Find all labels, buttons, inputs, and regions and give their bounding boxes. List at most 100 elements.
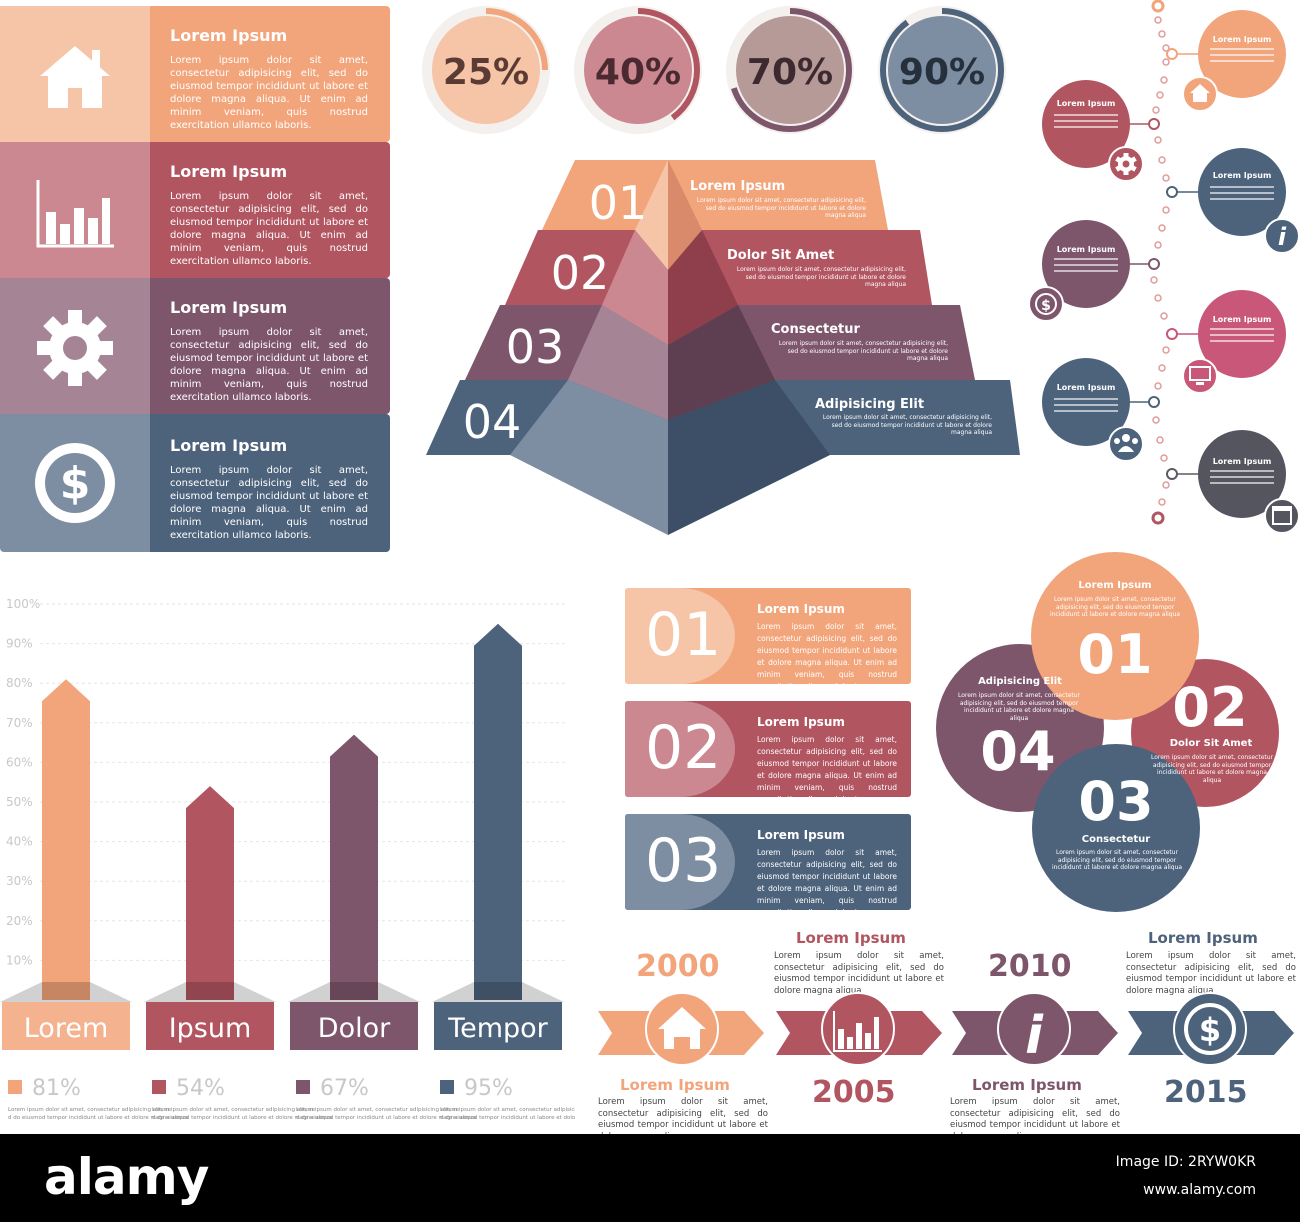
y-tick-label: 60% bbox=[6, 755, 33, 769]
box-text: Lorem ipsum dolor sit amet, consectetur … bbox=[757, 848, 897, 910]
year-2015-label: 2015 bbox=[1164, 1075, 1248, 1110]
legend-caption: d do eiusmod tempor incididunt ut labore… bbox=[440, 1115, 575, 1121]
legend-caption: Lorem ipsum dolor sit amet, consectetur … bbox=[8, 1107, 172, 1113]
year-2000-title: Lorem Ipsum bbox=[620, 1076, 730, 1094]
y-tick-label: 10% bbox=[6, 953, 33, 967]
year-2005-label: 2005 bbox=[812, 1075, 896, 1110]
legend-swatch bbox=[8, 1080, 22, 1094]
timeline-title: Lorem Ipsum bbox=[1213, 35, 1272, 44]
bar-chart-icon bbox=[833, 1011, 882, 1052]
arrow-bar bbox=[330, 734, 378, 1000]
venn-text-4: Lorem ipsum dolor sit amet, consectetur … bbox=[957, 692, 1081, 722]
banner-text: Lorem ipsum dolor sit amet, consectetur … bbox=[170, 191, 368, 267]
box-title: Lorem Ipsum bbox=[757, 715, 845, 729]
arrow-bar bbox=[474, 623, 522, 1000]
pyramid-text-3: Lorem ipsum dolor sit amet, consectetur … bbox=[778, 340, 948, 362]
y-tick-label: 70% bbox=[6, 716, 33, 730]
y-tick-label: 100% bbox=[6, 597, 40, 611]
timeline-title: Lorem Ipsum bbox=[1057, 99, 1116, 108]
year-2015-title: Lorem Ipsum bbox=[1148, 929, 1258, 947]
value-label: 81% bbox=[32, 1076, 81, 1101]
timeline-title: Lorem Ipsum bbox=[1213, 457, 1272, 466]
year-2010-badge: i bbox=[952, 992, 1118, 1066]
pyramid-number: 01 bbox=[589, 176, 648, 230]
house-icon bbox=[658, 1007, 706, 1049]
venn-title: Dolor Sit Amet bbox=[1170, 738, 1253, 749]
dollar-icon: $ bbox=[35, 443, 115, 523]
legend-caption: d do eiusmod tempor incididunt ut labore… bbox=[8, 1115, 188, 1121]
pyramid-text-4: Lorem ipsum dolor sit amet, consectetur … bbox=[822, 414, 992, 436]
bar-fold-shadow bbox=[288, 982, 420, 1002]
banner-text: Lorem ipsum dolor sit amet, consectetur … bbox=[170, 55, 368, 131]
percent-label: 25% bbox=[443, 52, 529, 93]
pyramid-text-1: Lorem ipsum dolor sit amet, consectetur … bbox=[696, 197, 866, 219]
box-text: Lorem ipsum dolor sit amet, consectetur … bbox=[757, 735, 897, 797]
percent-circles: 25% 40% 70% 90% bbox=[422, 6, 1006, 134]
venn-circle-01 bbox=[1031, 552, 1199, 720]
bar-fold-shadow bbox=[432, 982, 564, 1002]
banner-title: Lorem Ipsum bbox=[170, 26, 288, 45]
value-label: 67% bbox=[320, 1076, 369, 1101]
box-number: 03 bbox=[645, 826, 722, 896]
house-icon bbox=[40, 46, 110, 108]
banner-title: Lorem Ipsum bbox=[170, 298, 288, 317]
year-2010-label: 2010 bbox=[988, 949, 1072, 984]
category-ribbon-fill bbox=[2, 1002, 130, 1050]
year-2015-badge: $ bbox=[1128, 992, 1294, 1066]
bar-fold-shadow bbox=[0, 982, 132, 1002]
venn-title: Consectetur bbox=[1082, 834, 1150, 845]
four-circle-diagram: 01 02 03 04 Lorem Ipsum Dolor Sit Amet C… bbox=[936, 552, 1279, 912]
category-ribbon-fill bbox=[434, 1002, 562, 1050]
numbered-box-1: 01 Lorem Ipsum Lorem ipsum dolor sit ame… bbox=[625, 588, 911, 684]
year-2000-badge bbox=[598, 992, 764, 1066]
y-tick-label: 50% bbox=[6, 795, 33, 809]
banner-list: Lorem Ipsum Lorem ipsum dolor sit amet, … bbox=[0, 6, 392, 552]
legend-caption: d do eiusmod tempor incididunt ut labore… bbox=[152, 1115, 332, 1121]
box-text: Lorem ipsum dolor sit amet, consectetur … bbox=[757, 622, 897, 684]
circle-timeline: Lorem Ipsum Lorem Ipsum i Lorem Ipsum $ … bbox=[1030, 0, 1300, 534]
watermark-brand: alamy bbox=[44, 1148, 209, 1206]
venn-title: Adipisicing Elit bbox=[978, 676, 1062, 687]
category-label: Dolor bbox=[318, 1013, 391, 1044]
box-number: 02 bbox=[645, 713, 722, 783]
numbered-boxes: 01 Lorem Ipsum Lorem ipsum dolor sit ame… bbox=[625, 588, 913, 913]
banner-1: Lorem Ipsum Lorem ipsum dolor sit amet, … bbox=[0, 6, 390, 142]
timeline-dotted-line bbox=[1150, 16, 1170, 506]
pyramid-title: Dolor Sit Amet bbox=[727, 248, 834, 263]
legend-swatch bbox=[440, 1080, 454, 1094]
category-label: Tempor bbox=[447, 1013, 548, 1044]
year-timeline: 2000 Lorem Ipsum Lorem ipsum dolor sit a… bbox=[598, 925, 1300, 1142]
percent-circle-70: 70% bbox=[726, 6, 854, 134]
percent-label: 40% bbox=[595, 52, 681, 93]
venn-number: 03 bbox=[1078, 770, 1153, 833]
year-2000-label: 2000 bbox=[636, 949, 720, 984]
svg-text:$: $ bbox=[60, 458, 91, 509]
bar-fold-shadow bbox=[144, 982, 276, 1002]
banner-3: Lorem Ipsum Lorem ipsum dolor sit amet, … bbox=[0, 278, 390, 414]
pyramid-title: Lorem Ipsum bbox=[690, 179, 785, 194]
banner-title: Lorem Ipsum bbox=[170, 162, 288, 181]
banner-text: Lorem ipsum dolor sit amet, consectetur … bbox=[170, 327, 368, 403]
box-title: Lorem Ipsum bbox=[757, 602, 845, 616]
venn-text-3: Lorem ipsum dolor sit amet, consectetur … bbox=[1051, 849, 1183, 871]
y-tick-label: 80% bbox=[6, 676, 33, 690]
value-label: 95% bbox=[464, 1076, 513, 1101]
info-icon: i bbox=[1025, 1006, 1044, 1066]
banner-text: Lorem ipsum dolor sit amet, consectetur … bbox=[170, 465, 368, 541]
timeline-title: Lorem Ipsum bbox=[1213, 315, 1272, 324]
dollar-icon: $ bbox=[1035, 293, 1057, 315]
year-2005-title: Lorem Ipsum bbox=[796, 929, 906, 947]
arrow-bar bbox=[42, 679, 90, 1000]
year-2015-text: Lorem ipsum dolor sit amet, consectetur … bbox=[1126, 951, 1296, 996]
legend-caption: d do eiusmod tempor incididunt ut labore… bbox=[296, 1115, 476, 1121]
house-icon bbox=[1190, 84, 1210, 102]
svg-text:$: $ bbox=[1041, 298, 1051, 314]
percent-circle-40: 40% bbox=[574, 6, 702, 134]
legend-caption: Lorem ipsum dolor sit amet, consectetur … bbox=[296, 1107, 460, 1113]
pyramid-number: 04 bbox=[463, 395, 522, 449]
value-label: 54% bbox=[176, 1076, 225, 1101]
banner-4: $ Lorem Ipsum Lorem ipsum dolor sit amet… bbox=[0, 414, 390, 552]
y-tick-label: 40% bbox=[6, 835, 33, 849]
venn-number: 04 bbox=[980, 720, 1055, 783]
calendar-icon bbox=[1272, 506, 1292, 525]
